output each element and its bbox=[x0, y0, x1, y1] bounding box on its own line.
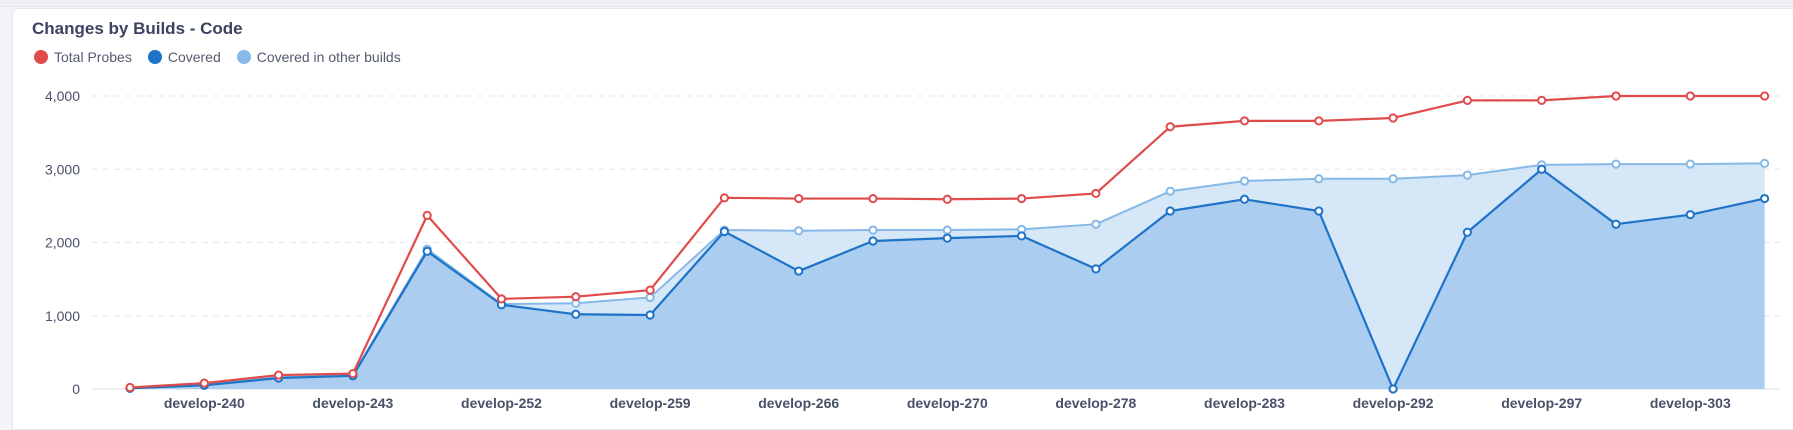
point-covered bbox=[1685, 210, 1695, 220]
x-tick-label: develop-283 bbox=[1204, 395, 1285, 411]
legend-marker-covered-other bbox=[236, 50, 251, 64]
point-covered bbox=[719, 226, 730, 237]
point-total-probes bbox=[571, 292, 581, 302]
legend-marker-covered bbox=[147, 50, 162, 64]
point-covered-other-builds bbox=[794, 226, 804, 236]
point-covered bbox=[422, 246, 432, 256]
y-tick-label: 1,000 bbox=[45, 308, 80, 324]
point-covered bbox=[868, 236, 878, 246]
x-tick-label: develop-303 bbox=[1650, 395, 1731, 411]
point-total-probes bbox=[1165, 122, 1175, 132]
point-total-probes bbox=[719, 193, 730, 203]
point-covered-other-builds bbox=[645, 292, 655, 303]
x-tick-label: develop-243 bbox=[312, 395, 393, 411]
point-total-probes bbox=[274, 370, 284, 380]
point-total-probes bbox=[1685, 91, 1695, 101]
legend-label-covered-other: Covered in other builds bbox=[256, 49, 401, 65]
point-total-probes bbox=[422, 210, 432, 220]
legend-item-total-probes[interactable]: Total Probes bbox=[34, 49, 132, 65]
point-total-probes bbox=[942, 194, 952, 204]
point-total-probes bbox=[199, 378, 209, 388]
area-covered bbox=[130, 169, 1765, 389]
legend-item-covered[interactable]: Covered bbox=[147, 49, 221, 65]
point-covered bbox=[1314, 206, 1324, 216]
point-covered-other-builds bbox=[1091, 219, 1101, 229]
x-tick-label: develop-266 bbox=[758, 395, 839, 411]
y-tick-label: 0 bbox=[72, 381, 80, 397]
point-total-probes bbox=[1462, 95, 1473, 105]
top-strip bbox=[0, 0, 1793, 7]
y-tick-label: 4,000 bbox=[45, 88, 80, 104]
point-total-probes bbox=[1017, 193, 1027, 204]
point-total-probes bbox=[1611, 91, 1621, 101]
x-tick-label: develop-292 bbox=[1353, 395, 1434, 411]
point-covered-other-builds bbox=[1685, 159, 1695, 169]
chart-title: Changes by Builds - Code bbox=[32, 19, 243, 38]
legend: Total Probes Covered Covered in other bu… bbox=[34, 49, 401, 65]
point-covered bbox=[1462, 227, 1473, 237]
point-covered bbox=[1165, 206, 1175, 216]
x-tick-label: develop-278 bbox=[1055, 395, 1136, 411]
point-covered bbox=[645, 310, 655, 320]
point-total-probes bbox=[1760, 91, 1770, 101]
x-tick-label: develop-259 bbox=[610, 395, 691, 411]
point-total-probes bbox=[125, 382, 135, 393]
point-covered-other-builds bbox=[942, 225, 952, 235]
point-total-probes bbox=[496, 294, 507, 304]
legend-item-covered-other[interactable]: Covered in other builds bbox=[236, 49, 401, 65]
point-covered bbox=[1760, 193, 1770, 204]
point-covered bbox=[1537, 164, 1547, 174]
point-covered-other-builds bbox=[1462, 170, 1473, 180]
point-total-probes bbox=[1091, 188, 1101, 199]
x-tick-label: develop-297 bbox=[1501, 395, 1582, 411]
point-total-probes bbox=[645, 285, 655, 295]
point-covered bbox=[1388, 384, 1398, 394]
point-covered bbox=[942, 233, 952, 243]
point-covered bbox=[571, 309, 581, 319]
x-tick-label: develop-240 bbox=[164, 395, 245, 411]
point-total-probes bbox=[1537, 95, 1547, 105]
point-total-probes bbox=[348, 369, 358, 379]
legend-label-total-probes: Total Probes bbox=[54, 49, 132, 65]
legend-marker-total-probes bbox=[34, 50, 48, 64]
y-tick-label: 2,000 bbox=[45, 235, 80, 251]
point-covered bbox=[1091, 264, 1101, 274]
point-covered-other-builds bbox=[1388, 174, 1398, 184]
point-covered-other-builds bbox=[1611, 159, 1621, 169]
x-tick-label: develop-252 bbox=[461, 395, 542, 411]
point-covered-other-builds bbox=[1165, 186, 1175, 196]
point-total-probes bbox=[868, 193, 878, 204]
y-tick-label: 3,000 bbox=[45, 161, 80, 177]
point-covered-other-builds bbox=[1239, 176, 1250, 186]
point-covered bbox=[1239, 194, 1250, 204]
point-covered bbox=[794, 266, 804, 276]
point-covered bbox=[1611, 219, 1621, 229]
point-covered-other-builds bbox=[868, 225, 878, 235]
point-covered-other-builds bbox=[1314, 174, 1324, 184]
point-total-probes bbox=[1239, 116, 1250, 126]
x-tick-label: develop-270 bbox=[907, 395, 988, 411]
legend-label-covered: Covered bbox=[167, 49, 221, 65]
point-total-probes bbox=[794, 193, 804, 204]
point-covered bbox=[1017, 231, 1027, 241]
point-covered-other-builds bbox=[1760, 158, 1770, 168]
point-total-probes bbox=[1314, 116, 1324, 126]
point-total-probes bbox=[1388, 113, 1398, 123]
